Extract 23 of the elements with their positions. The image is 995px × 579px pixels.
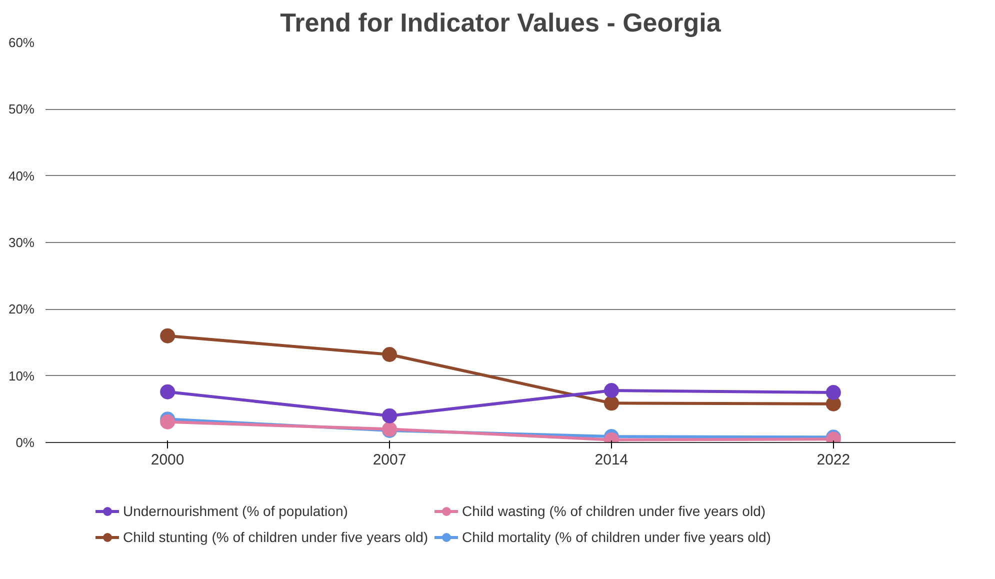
point <box>382 347 398 362</box>
legend-label: Undernourishment (% of population) <box>123 503 348 519</box>
point <box>382 408 398 424</box>
point <box>604 383 619 398</box>
legend-label: Child stunting (% of children under five years old) <box>123 529 428 545</box>
y-tick-label: 10% <box>8 368 35 384</box>
chart-title: Trend for Indicator Values - Georgia <box>280 8 722 38</box>
y-tick-label: 30% <box>8 235 35 250</box>
legend-label: Child mortality (% of children under five years old) <box>462 529 771 545</box>
point <box>826 385 841 400</box>
x-tick-label: 2022 <box>816 452 850 468</box>
x-tick-label: 2014 <box>594 452 628 468</box>
y-tick-label: 40% <box>8 168 35 184</box>
x-tick-label: 2000 <box>150 452 184 468</box>
point <box>160 384 176 400</box>
point <box>160 328 176 344</box>
y-tick-label: 60% <box>8 35 35 50</box>
legend-label: Child wasting (% of children under five years old) <box>462 503 766 519</box>
y-tick-label: 20% <box>8 302 35 317</box>
point <box>604 396 619 411</box>
y-tick-label: 50% <box>8 102 35 117</box>
x-tick-label: 2007 <box>372 452 406 468</box>
y-tick-label: 0% <box>16 435 35 450</box>
